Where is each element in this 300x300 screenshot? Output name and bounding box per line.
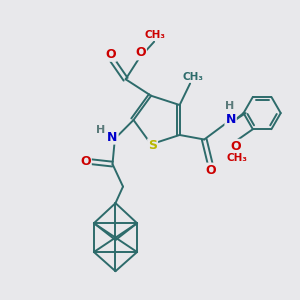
Text: H: H: [224, 101, 234, 112]
Text: CH₃: CH₃: [227, 153, 248, 163]
Text: O: O: [80, 154, 91, 168]
Text: N: N: [107, 130, 118, 144]
Text: O: O: [135, 46, 146, 59]
Text: CH₃: CH₃: [183, 72, 204, 82]
Text: O: O: [230, 140, 241, 153]
Text: CH₃: CH₃: [144, 30, 165, 40]
Text: S: S: [148, 139, 157, 152]
Text: O: O: [206, 164, 216, 177]
Text: N: N: [225, 112, 236, 126]
Text: H: H: [96, 124, 105, 135]
Text: O: O: [105, 48, 116, 61]
